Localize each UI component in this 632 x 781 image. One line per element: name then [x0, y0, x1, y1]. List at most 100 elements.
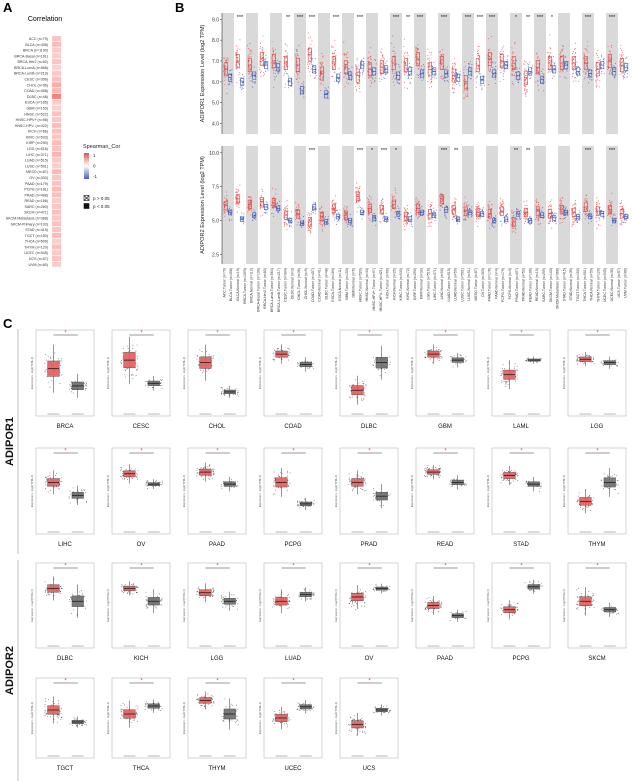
jitter-point — [137, 368, 139, 370]
jitter-point — [307, 212, 310, 214]
jitter-point — [295, 202, 297, 204]
jitter-point — [385, 71, 387, 73]
jitter-point — [530, 77, 532, 79]
jitter-point — [597, 202, 599, 204]
jitter-point — [547, 71, 549, 73]
jitter-point — [501, 68, 503, 70]
jitter-point — [226, 57, 228, 59]
jitter-point — [537, 217, 539, 220]
jitter-point — [368, 201, 370, 203]
jitter-point — [404, 87, 406, 89]
jitter-point — [619, 73, 621, 75]
jitter-point — [314, 202, 316, 204]
jitter-point — [226, 93, 228, 95]
jitter-point — [407, 76, 409, 78]
significance-marker: *** — [381, 148, 388, 154]
jitter-point — [377, 368, 379, 370]
jitter-point — [417, 216, 419, 218]
jitter-point — [469, 68, 471, 70]
jitter-point — [308, 219, 310, 221]
jitter-point — [124, 374, 126, 376]
jitter-point — [60, 365, 62, 367]
jitter-point — [249, 80, 251, 82]
jitter-point — [596, 54, 598, 57]
jitter-point — [355, 90, 358, 92]
jitter-point — [586, 215, 588, 217]
jitter-point — [475, 81, 478, 83]
heatmap-cell — [52, 244, 61, 250]
jitter-point — [85, 385, 87, 387]
jitter-point — [339, 209, 341, 211]
subplot-y-label: Expression - log2(TPM+1) — [562, 357, 566, 390]
heatmap-row-label: LUSC (n=501) — [25, 164, 48, 168]
jitter-point — [372, 364, 374, 366]
x-tick-label: COAD.Tumor (n=457) — [311, 268, 315, 302]
jitter-point — [386, 71, 388, 73]
jitter-point — [393, 195, 395, 197]
jitter-point — [433, 61, 435, 63]
x-tick-label: CESC.Normal (n=3) — [290, 268, 294, 299]
heatmap-cell — [52, 128, 61, 134]
jitter-point — [503, 381, 505, 383]
jitter-point — [477, 215, 479, 217]
jitter-point — [237, 199, 239, 201]
subplot-y-label: Expression - log2(TPM+1) — [258, 357, 262, 390]
jitter-point — [408, 62, 410, 65]
symbol-legend-swatch — [83, 203, 90, 209]
jitter-point — [464, 94, 467, 96]
jitter-point — [382, 55, 384, 57]
jitter-point — [420, 74, 422, 76]
jitter-point — [224, 70, 226, 72]
jitter-point — [228, 83, 230, 86]
jitter-point — [406, 224, 408, 226]
jitter-point — [202, 372, 204, 373]
jitter-point — [584, 362, 585, 364]
jitter-point — [231, 82, 233, 84]
group-band — [294, 13, 306, 134]
jitter-point — [384, 74, 386, 76]
jitter-point — [427, 48, 429, 50]
jitter-point — [524, 88, 526, 90]
jitter-point — [394, 84, 396, 86]
jitter-point — [592, 358, 594, 360]
jitter-point — [248, 56, 251, 58]
jitter-point — [61, 374, 63, 376]
jitter-point — [273, 55, 275, 57]
jitter-point — [224, 77, 226, 79]
jitter-point — [596, 65, 599, 67]
jitter-point — [403, 81, 406, 83]
jitter-point — [583, 54, 585, 56]
jitter-point — [416, 74, 418, 76]
jitter-point — [415, 50, 417, 52]
jitter-point — [344, 72, 346, 74]
jitter-point — [446, 73, 448, 75]
jitter-point — [455, 199, 457, 201]
jitter-point — [548, 57, 551, 59]
jitter-point — [48, 382, 50, 384]
jitter-point — [289, 219, 291, 221]
jitter-point — [585, 63, 587, 65]
jitter-point — [538, 204, 540, 206]
jitter-point — [524, 222, 526, 224]
jitter-point — [450, 360, 452, 362]
jitter-point — [253, 215, 255, 217]
jitter-point — [348, 68, 350, 70]
jitter-point — [421, 215, 423, 217]
jitter-point — [272, 353, 274, 354]
jitter-point — [248, 66, 250, 68]
group-band — [366, 146, 378, 264]
jitter-point — [355, 86, 357, 88]
jitter-point — [237, 395, 239, 397]
jitter-point — [595, 202, 598, 204]
jitter-point — [326, 92, 328, 94]
jitter-point — [383, 215, 385, 217]
jitter-point — [431, 221, 433, 223]
jitter-point — [503, 45, 505, 47]
jitter-point — [430, 86, 432, 88]
jitter-point — [608, 67, 610, 69]
jitter-point — [262, 59, 264, 61]
x-tick-label: UCEC.Normal (n=35) — [610, 268, 614, 301]
jitter-point — [429, 359, 431, 361]
y-axis-label: ADIPOR2 Expression Level (log2 TPM) — [200, 156, 206, 254]
